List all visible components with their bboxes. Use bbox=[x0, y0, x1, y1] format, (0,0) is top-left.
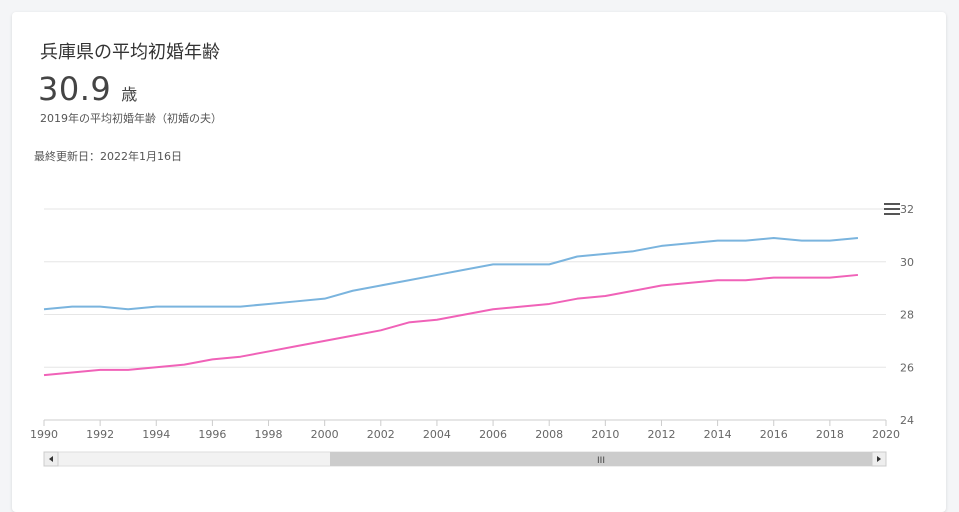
arrow-right-icon bbox=[877, 456, 881, 462]
series-line-husband bbox=[43, 237, 859, 311]
x-tick-label: 1998 bbox=[255, 428, 283, 441]
scrollbar-thumb[interactable] bbox=[330, 452, 872, 466]
x-tick-label: 1996 bbox=[198, 428, 226, 441]
x-tick-label: 2004 bbox=[423, 428, 451, 441]
y-tick-label: 24 bbox=[900, 414, 914, 427]
latest-value: 30.9 bbox=[38, 70, 112, 108]
x-tick-label: 2012 bbox=[647, 428, 675, 441]
x-tick-label: 2006 bbox=[479, 428, 507, 441]
hamburger-menu-icon[interactable] bbox=[884, 200, 900, 216]
x-tick-label: 2010 bbox=[591, 428, 619, 441]
x-tick-label: 2000 bbox=[311, 428, 339, 441]
x-tick-label: 1994 bbox=[142, 428, 170, 441]
latest-value-unit: 歳 bbox=[121, 85, 138, 104]
scrollbar-grip[interactable]: III bbox=[597, 456, 605, 466]
x-tick-label: 2014 bbox=[704, 428, 732, 441]
y-tick-label: 26 bbox=[900, 361, 914, 374]
x-tick-label: 2016 bbox=[760, 428, 788, 441]
series-line-wife bbox=[43, 273, 859, 377]
y-tick-label: 32 bbox=[900, 203, 914, 216]
arrow-left-icon bbox=[49, 456, 53, 462]
last-updated: 最終更新日：2022年1月16日 bbox=[34, 150, 182, 163]
x-tick-label: 2018 bbox=[816, 428, 844, 441]
x-tick-label: 1992 bbox=[86, 428, 114, 441]
page-title: 兵庫県の平均初婚年齢 bbox=[40, 42, 220, 63]
y-tick-label: 30 bbox=[900, 256, 914, 269]
latest-value-row: 30.9 歳 bbox=[38, 70, 137, 108]
x-tick-label: 2008 bbox=[535, 428, 563, 441]
line-chart: 24 26 28 30 32 1990 1992 1994 1996 1998 2000 2002 20… bbox=[30, 203, 914, 467]
x-tick-label: 1990 bbox=[30, 428, 58, 441]
y-tick-label: 28 bbox=[900, 309, 914, 322]
x-tick-label: 2002 bbox=[367, 428, 395, 441]
value-description: 2019年の平均初婚年齢（初婚の夫） bbox=[40, 112, 222, 125]
x-tick-label: 2020 bbox=[872, 428, 900, 441]
